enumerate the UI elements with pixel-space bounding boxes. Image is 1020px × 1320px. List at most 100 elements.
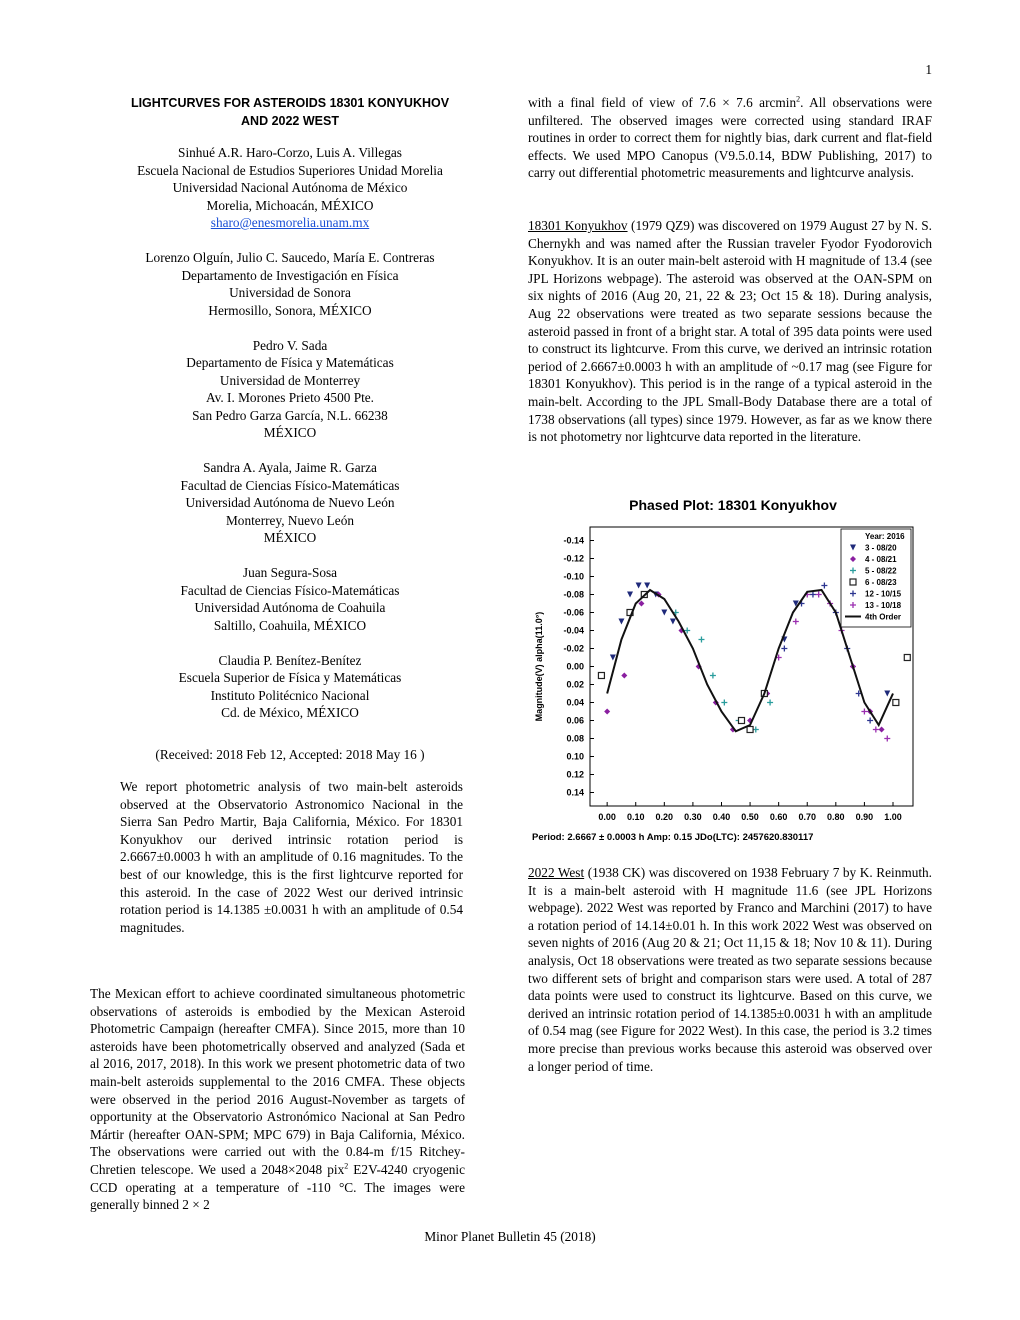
point [821,582,828,589]
y-tick-label: -0.12 [563,554,584,564]
y-tick-label: 0.02 [566,680,584,690]
point [872,726,879,733]
legend-swatch [850,556,856,562]
point [892,698,900,707]
point [737,716,746,725]
author-line: Hermosillo, Sonora, MÉXICO [208,302,372,318]
author-group: Juan Segura-Sosa Facultad de Ciencias Fís… [90,564,490,634]
author-line: Av. I. Morones Prieto 4500 Pte. [205,390,375,405]
point [792,618,799,625]
point [698,636,705,643]
point [684,627,691,634]
point [721,699,728,706]
legend-title: Year: 2016 [865,532,905,541]
paragraph: with a final field of view of 7.6 × 7.6 … [528,94,932,182]
asteroid-name: 2022 West [528,865,585,880]
legend-label: 4th Order [865,613,901,622]
author-line: Escuela Superior de Física y Matemáticas [178,670,402,685]
legend-swatch [849,578,857,586]
x-tick-label: 0.00 [598,812,616,822]
author-line: Escuela Nacional de Estudios Superiores … [137,162,443,178]
footer: Minor Planet Bulletin 45 (2018) [424,1229,596,1244]
x-tick-label: 0.90 [856,812,874,822]
author-line: Juan Segura-Sosa [242,565,338,580]
x-tick-label: 0.20 [656,812,674,822]
sup: 2 [344,1161,349,1171]
text: The Mexican effort to achieve coordinate… [90,986,465,1177]
paragraph: 18301 Konyukhov (1979 QZ9) was discovere… [528,217,932,446]
page-number: 1 [925,62,932,77]
legend-label: 6 - 08/23 [865,578,897,587]
author-line: Cd. de México, MÉXICO [221,705,359,720]
legend-label: 13 - 10/18 [865,601,902,610]
point [767,699,774,706]
author-line: Saltillo, Coahuila, MÉXICO [213,617,367,633]
y-tick-label: -0.04 [563,626,584,636]
author-line: San Pedro Garza García, N.L. 66238 [192,407,388,423]
text: E2V-4240 cryogenic CCD operating at a te… [90,1161,465,1213]
point [878,726,885,733]
point [752,726,759,733]
author-line: Pedro V. Sada [252,337,328,353]
y-tick-label: -0.14 [563,536,584,546]
author-line: Universidad de Monterrey [219,372,361,388]
author-line: Facultad de Ciencias Físico-Matemáticas [180,477,400,493]
chart: Phased Plot: 18301 Konyukhov Magnitude(V)… [532,497,914,843]
x-tick-label: 0.50 [741,812,759,822]
abstract: We report photometric analysis of two ma… [120,779,463,935]
point [638,600,645,607]
author-line: MÉXICO [263,530,317,545]
received: (Received: 2018 Feb 12, Accepted: 2018 M… [155,747,425,762]
legend-label: 5 - 08/22 [865,567,897,576]
point [884,735,891,742]
text: . All observations were unfiltered. The … [528,95,932,181]
point [627,591,634,598]
legend-swatch [850,590,856,597]
text: (1938 CK) was discovered on 1938 Februar… [528,865,933,1074]
legend-label: 12 - 10/15 [865,590,902,599]
author-line: Departamento de Investigación en Física [181,267,399,283]
x-tick-label: 0.40 [713,812,731,822]
author-line: Morelia, Michoacán, MÉXICO [206,197,374,213]
point [809,591,816,598]
authors: Sinhué A.R. Haro-Corzo, Luis A. Villegas… [90,144,490,739]
author-line: Facultad de Ciencias Físico-Matemáticas [180,582,400,598]
author-line: Lorenzo Olguín, Julio C. Saucedo, María … [145,250,435,265]
title-line: AND 2022 WEST [241,113,339,128]
y-tick-label: 0.08 [566,734,584,744]
point [709,672,716,679]
point [618,618,625,625]
point [669,618,676,625]
point [792,600,799,607]
point [903,653,911,662]
author-group: Pedro V. Sada Departamento de Física y Ma… [90,337,490,442]
point [861,708,868,715]
title: LIGHTCURVES FOR ASTEROIDS 18301 KONYUKHO… [90,95,490,130]
author-group: Lorenzo Olguín, Julio C. Saucedo, María … [90,249,490,319]
author-line: Sandra A. Ayala, Jaime R. Garza [203,460,377,475]
y-tick-label: -0.10 [563,572,584,582]
author-line: Sinhué A.R. Haro-Corzo, Luis A. Villegas [178,145,402,160]
point [867,717,874,724]
y-tick-label: 0.04 [566,698,584,708]
paragraph: 2022 West (1938 CK) was discovered on 19… [528,864,932,1075]
y-tick-label: 0.00 [566,662,584,672]
chart-title: Phased Plot: 18301 Konyukhov [629,497,837,513]
annotation: Period: 2.6667 ± 0.0003 h Amp: 0.15 JDo(… [532,832,813,843]
x-tick-label: 0.70 [798,812,816,822]
email[interactable]: sharo@enesmorelia.unam.mx [210,215,370,230]
point [695,663,702,670]
point [604,708,611,715]
text: with a final field of view of 7.6 × 7.6 … [528,95,797,110]
point [781,645,788,652]
author-line: Monterrey, Nuevo León [225,512,354,528]
x-tick-label: 0.30 [684,812,702,822]
author-group: Claudia P. Benítez-Benítez Escuela Superi… [90,652,490,722]
point [621,672,628,679]
point [884,690,891,697]
sup: 2 [796,94,801,104]
y-tick-label: -0.08 [563,590,584,600]
point [597,671,606,680]
author-line: Claudia P. Benítez-Benítez [218,652,362,668]
